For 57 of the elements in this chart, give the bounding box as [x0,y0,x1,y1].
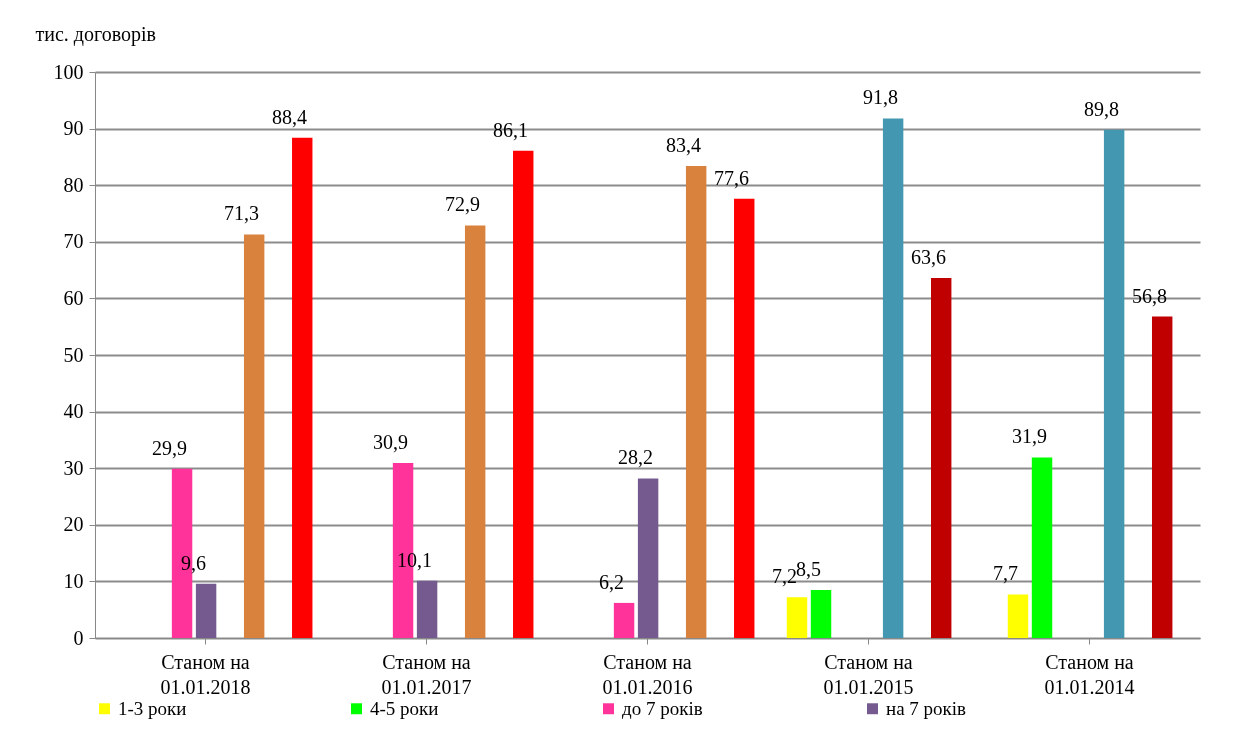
y-tick-label: 10 [63,569,84,592]
data-label: 83,4 [666,133,702,156]
data-label: 71,3 [224,202,260,225]
data-label: 31,9 [1011,425,1047,448]
bar [786,597,808,638]
bar [810,589,832,638]
bar [685,165,707,638]
x-tick-label: Станом на 01.01.2015 [823,650,914,698]
bar [882,118,904,638]
bar [243,234,265,638]
bar [930,278,952,638]
bar [292,137,313,638]
y-tick-label: 0 [73,626,84,649]
bar [416,580,438,638]
data-label: 7,2 [771,565,797,588]
data-label: 88,4 [272,105,308,128]
x-tick-label: Станом на 01.01.2018 [160,650,251,698]
y-tick-label: 20 [63,513,84,536]
y-tick-label: 40 [63,400,84,423]
y-tick-label: 80 [63,173,84,196]
legend-label: на 7 років [886,697,967,719]
data-label: 8,5 [795,557,821,580]
bar [1103,129,1125,638]
data-label: 28,2 [617,446,653,469]
y-tick-label: 70 [63,230,84,253]
bar [1031,457,1053,638]
bar [195,583,217,638]
data-label: 91,8 [863,86,899,109]
x-tick-label: Станом на 01.01.2016 [602,650,693,698]
legend-label: 4-5 роки [370,697,439,719]
data-label: 56,8 [1132,284,1168,307]
x-tick-label: Станом на 01.01.2017 [381,650,472,698]
bar [1151,316,1173,638]
bar [613,602,635,638]
y-tick-label: 100 [53,60,84,83]
bar [464,225,486,638]
y-tick-label: 90 [63,117,84,140]
x-tick-label: Станом на 01.01.2014 [1044,650,1135,698]
y-tick-label: 50 [63,343,84,366]
data-label: 89,8 [1084,97,1120,120]
data-label: 30,9 [372,431,408,454]
data-label: 63,6 [911,246,947,269]
bar [637,478,659,638]
y-axis-title: тис. договорів [35,22,157,46]
data-label: 72,9 [445,193,481,216]
y-tick-label: 60 [63,286,84,309]
legend-label: 1-3 роки [118,697,187,719]
legend-label: до 7 років [622,697,703,719]
data-label: 7,7 [992,562,1018,585]
bar [734,198,755,638]
bar [513,150,534,638]
data-label: 6,2 [598,570,624,593]
data-label: 86,1 [493,118,529,141]
bar [1007,594,1029,638]
y-tick-label: 30 [63,456,84,479]
data-label: 77,6 [714,166,750,189]
data-label: 29,9 [151,436,187,459]
